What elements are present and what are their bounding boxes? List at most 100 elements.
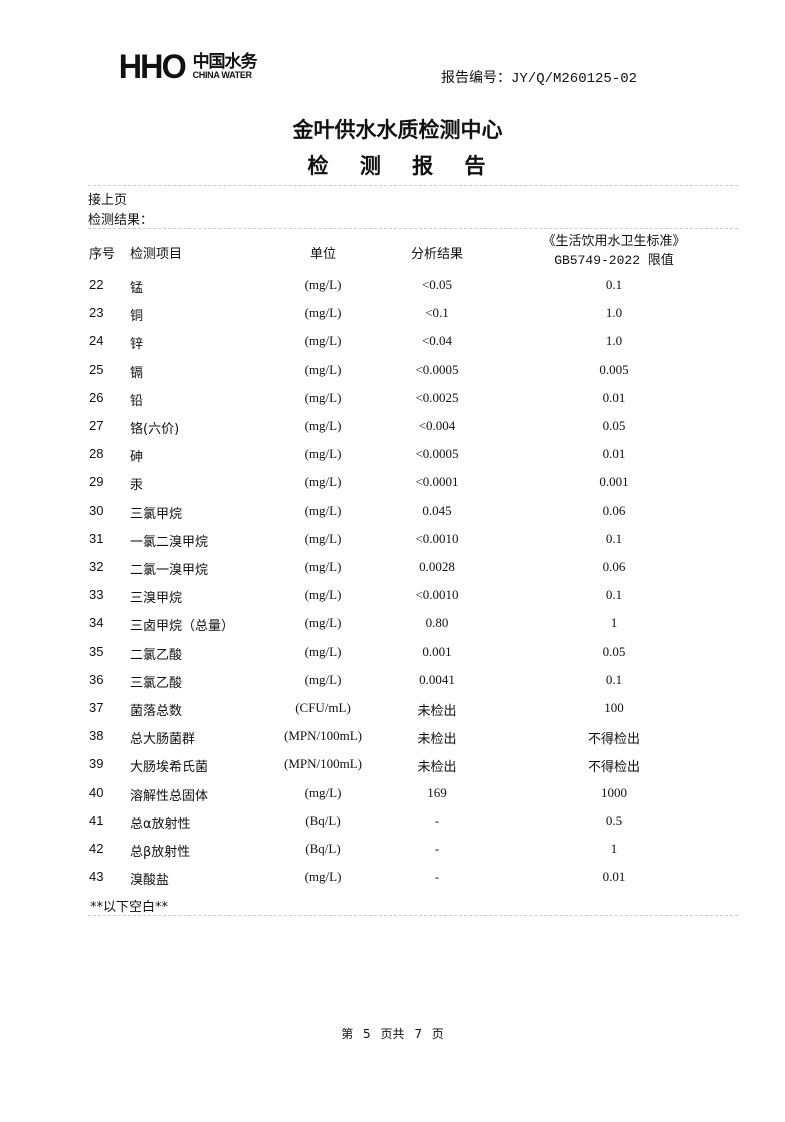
row-unit: (Bq/L) [305,841,341,856]
row-number: 27 [89,418,104,433]
row-limit: 0.1 [605,671,623,687]
table-row: 26 铅 (mg/L) <0.0025 0.01 [0,390,785,410]
row-result: <0.05 [421,277,453,292]
row-result: <0.0005 [415,361,459,377]
col-result: 分析结果 [410,247,463,262]
row-item: 铜 [130,309,144,325]
row-result: 0.001 [422,643,452,659]
row-item: 二氯一溴甲烷 [130,563,209,578]
report-number-label: 报告编号： [441,70,511,86]
row-number: 33 [89,587,104,603]
row-unit: (mg/L) [304,474,342,490]
row-number: 42 [89,841,104,856]
row-item: 锌 [130,337,144,353]
row-unit: (mg/L) [304,333,342,349]
row-limit: 不得检出 [587,760,640,776]
table-row: 22 锰 (mg/L) <0.05 0.1 [0,277,785,297]
row-number: 26 [89,389,104,405]
row-unit: (mg/L) [304,869,342,885]
organization-title: 金叶供水水质检测中心 [292,118,503,142]
row-unit: (mg/L) [304,418,342,433]
row-limit: 0.06 [602,502,626,518]
row-unit: (mg/L) [304,615,342,631]
row-unit: (mg/L) [304,502,342,518]
divider [88,915,738,917]
row-result: 0.80 [425,615,449,631]
results-label: 检测结果： [88,213,154,228]
row-limit: 0.05 [602,418,626,433]
row-unit: (mg/L) [304,671,342,687]
continued-label: 接上页 [88,193,128,208]
row-number: 22 [89,277,104,292]
row-number: 36 [89,671,104,687]
row-result: - [434,841,440,856]
table-row: 27 铬(六价) (mg/L) <0.004 0.05 [0,418,785,438]
row-result: <0.1 [425,305,449,321]
logo-en: CHINA WATER [192,70,253,80]
row-unit: (mg/L) [304,784,342,800]
row-result: 0.0028 [419,559,455,574]
table-row: 41 总α放射性 (Bq/L) - 0.5 [0,813,785,833]
row-result: <0.0010 [415,530,459,546]
row-number: 41 [89,812,104,828]
row-limit: 0.01 [602,389,626,405]
row-limit: 不得检出 [587,732,640,748]
row-number: 30 [89,502,104,518]
row-number: 32 [89,559,104,574]
table-row: 33 三溴甲烷 (mg/L) <0.0010 0.1 [0,587,785,607]
row-item: 一氯二溴甲烷 [130,534,209,550]
table-row: 24 锌 (mg/L) <0.04 1.0 [0,333,785,353]
row-result: <0.0005 [415,446,459,462]
row-item: 砷 [130,450,144,466]
row-number: 35 [89,643,104,659]
row-result: <0.04 [421,333,453,349]
table-row: 40 溶解性总固体 (mg/L) 169 1000 [0,785,785,805]
row-item: 二氯乙酸 [130,647,183,663]
divider [88,228,738,229]
row-number: 28 [89,446,104,462]
row-item: 铅 [130,393,144,409]
row-limit: 0.001 [599,474,629,490]
table-row: 31 一氯二溴甲烷 (mg/L) <0.0010 0.1 [0,531,785,551]
col-item: 检测项目 [130,247,183,262]
row-limit: 1.0 [605,333,623,349]
row-unit: (mg/L) [304,361,342,377]
report-number: 报告编号：JY/Q/M260125-02 [441,67,637,87]
row-result: 0.0041 [419,671,455,687]
document-title: 检 测 报 告 [307,154,498,178]
row-unit: (mg/L) [304,446,342,462]
row-unit: (mg/L) [304,643,342,659]
row-unit: (mg/L) [304,277,342,292]
row-result: 未检出 [417,732,457,748]
row-number: 25 [89,361,104,377]
table-row: 29 汞 (mg/L) <0.0001 0.001 [0,474,785,494]
table-row: 39 大肠埃希氏菌 (MPN/100mL) 未检出 不得检出 [0,756,785,776]
row-limit: 0.05 [602,643,626,659]
col-no: 序号 [89,247,116,262]
row-item: 总β放射性 [130,845,191,860]
row-limit: 1000 [601,784,627,800]
row-item: 铬(六价) [130,422,180,437]
row-unit: (mg/L) [304,305,342,321]
col-limit-line2: GB5749-2022 限值 [554,253,674,268]
row-result: - [434,869,440,885]
divider [88,185,738,186]
row-limit: 0.01 [602,869,626,885]
row-item: 三溴甲烷 [130,591,183,607]
row-unit: (mg/L) [304,389,342,405]
row-result: <0.004 [418,418,456,433]
logo-cn: 中国水务 [192,52,258,72]
table-row: 34 三卤甲烷（总量） (mg/L) 0.80 1 [0,615,785,635]
row-unit: (CFU/mL) [295,700,351,715]
row-limit: 0.1 [605,530,623,546]
col-limit-line1: 《生活饮用水卫生标准》 [542,234,686,249]
row-result: - [434,812,440,828]
row-item: 三氯甲烷 [130,506,183,522]
table-row: 28 砷 (mg/L) <0.0005 0.01 [0,446,785,466]
row-item: 三氯乙酸 [130,675,183,691]
row-result: <0.0025 [415,389,459,405]
row-number: 34 [89,615,104,631]
row-number: 38 [89,728,104,744]
table-row: 25 镉 (mg/L) <0.0005 0.005 [0,362,785,382]
col-limit: 《生活饮用水卫生标准》 GB5749-2022 限值 [514,232,714,270]
